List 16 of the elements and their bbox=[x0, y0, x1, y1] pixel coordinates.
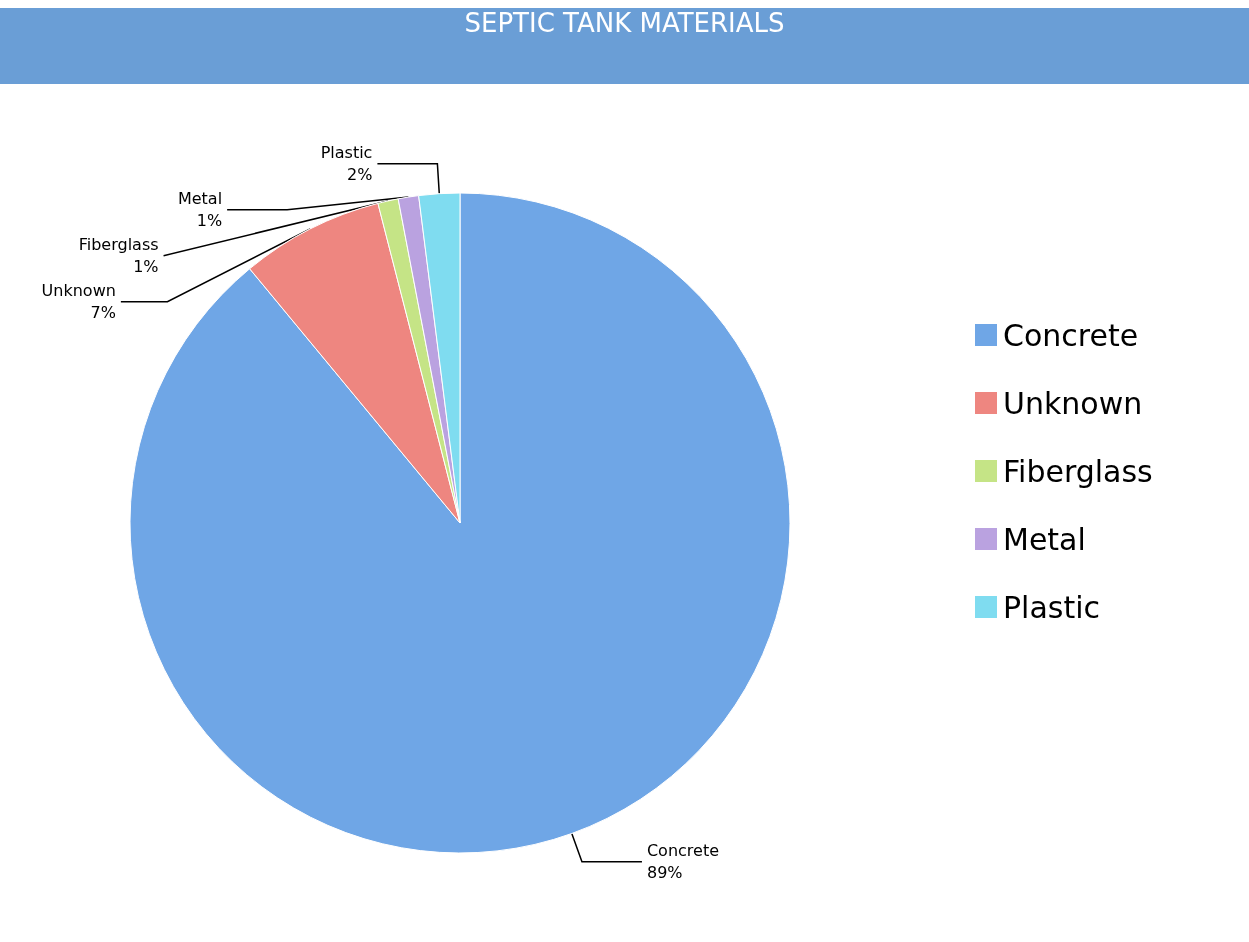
slice-label: Plastic bbox=[320, 143, 373, 163]
slice-label: Concrete bbox=[646, 841, 720, 861]
chart-title: SEPTIC TANK MATERIALS bbox=[0, 8, 1249, 84]
legend-label: Metal bbox=[1003, 521, 1086, 557]
legend-label: Concrete bbox=[1003, 317, 1139, 353]
legend-label: Unknown bbox=[1003, 385, 1143, 421]
data-label: 7% bbox=[90, 303, 116, 323]
slice-label: Metal bbox=[177, 189, 223, 209]
data-label: 1% bbox=[133, 257, 159, 277]
data-label: 89% bbox=[646, 863, 683, 883]
data-label: 2% bbox=[347, 165, 373, 185]
legend-label: Plastic bbox=[1003, 589, 1101, 625]
legend-label: Fiberglass bbox=[1003, 453, 1153, 489]
data-label: 1% bbox=[196, 211, 223, 231]
slice-label: Unknown bbox=[41, 281, 116, 301]
slice-label: Fiberglass bbox=[78, 235, 159, 255]
